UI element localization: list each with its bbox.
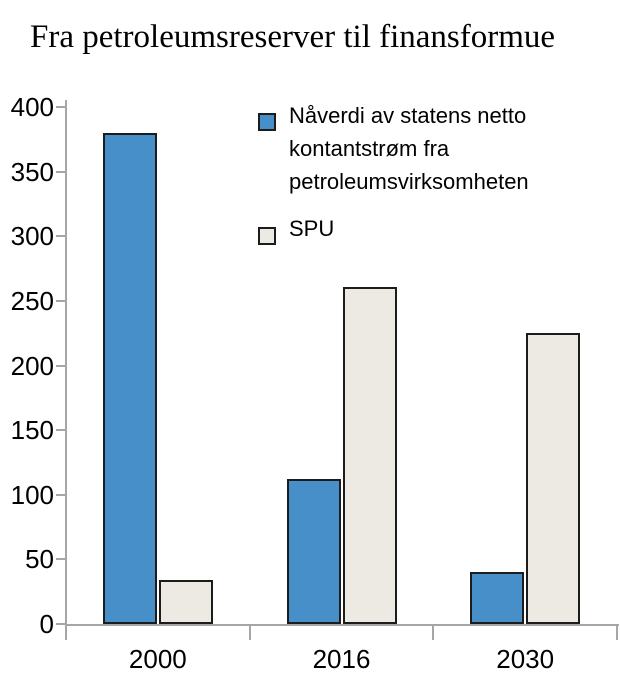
y-tick-mark (56, 493, 66, 496)
y-tick-label-0: 0 (39, 609, 54, 639)
bar-2000-series2 (158, 580, 213, 624)
legend-swatch-spu (258, 227, 276, 245)
y-tick-mark (56, 364, 66, 367)
y-axis-line (65, 100, 67, 640)
bar-2000-series1 (102, 132, 157, 624)
y-tick-label-150: 150 (10, 415, 54, 446)
y-tick-label-300: 300 (10, 221, 54, 252)
x-boundary-tick (248, 624, 251, 640)
bar-2016-series1 (286, 479, 341, 624)
legend-swatch-naverdi (258, 113, 276, 131)
bar-2016-series2 (342, 286, 397, 624)
x-boundary-tick (65, 624, 67, 640)
y-tick-label-100: 100 (10, 479, 54, 510)
x-boundary-tick (616, 624, 618, 640)
y-tick-mark (56, 299, 66, 302)
y-tick-mark (56, 106, 66, 108)
x-boundary-tick (432, 624, 435, 640)
x-category-label-2000: 2000 (128, 644, 187, 674)
y-tick-label-50: 50 (25, 544, 54, 575)
y-tick-mark (56, 235, 66, 238)
y-tick-label-400: 400 (10, 92, 54, 122)
y-tick-mark (56, 170, 66, 173)
y-tick-label-350: 350 (10, 156, 54, 187)
y-tick-mark (56, 623, 66, 625)
legend-label-spu: SPU (289, 216, 335, 241)
bar-2030-series1 (470, 572, 525, 624)
x-axis-line (65, 624, 619, 626)
x-category-label-2016: 2016 (312, 644, 371, 674)
y-tick-label-250: 250 (10, 285, 54, 316)
legend-label-naverdi: Nåverdi av statens netto kontantstrøm fr… (289, 103, 529, 194)
y-tick-mark (56, 558, 66, 561)
bar-2030-series2 (526, 333, 581, 624)
chart-title: Fra petroleumsreserver til finansformue (30, 19, 556, 55)
x-category-label-2030: 2030 (496, 644, 555, 674)
y-tick-label-200: 200 (10, 350, 54, 381)
y-tick-mark (56, 429, 66, 432)
